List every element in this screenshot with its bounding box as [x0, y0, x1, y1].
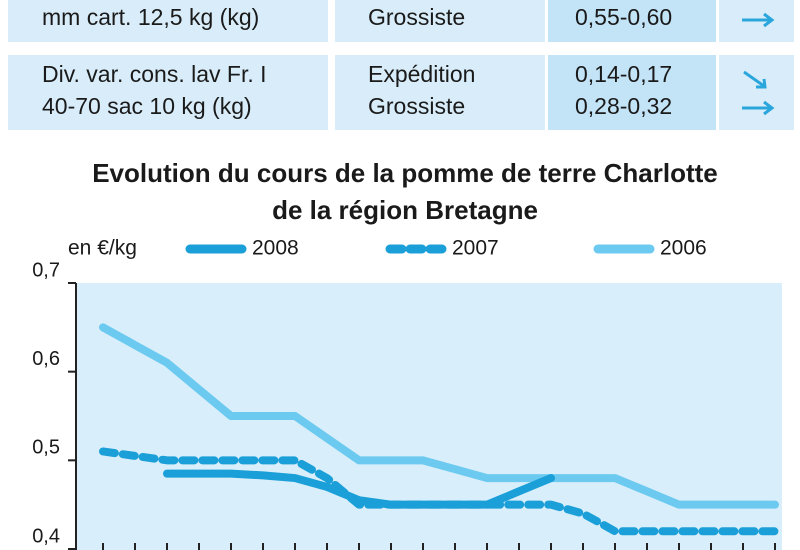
table-cell: mm cart. 12,5 kg (kg) — [42, 4, 259, 30]
table-cell-bg — [8, 0, 328, 42]
plot-area — [76, 283, 782, 550]
table-cell: Grossiste — [368, 4, 465, 30]
table-cell: 0,28-0,32 — [575, 93, 672, 119]
arrow-flat — [742, 12, 775, 28]
series-line — [99, 323, 779, 509]
table-cell: Expédition — [368, 61, 475, 87]
table-cell-bg — [719, 55, 794, 130]
table-cell-bg — [548, 0, 716, 42]
chart-title: Evolution du cours de la pomme de terre … — [92, 158, 718, 188]
trend-arrows — [742, 12, 775, 116]
table-cell: Grossiste — [368, 93, 465, 119]
series-line — [163, 469, 555, 509]
legend-label: 2007 — [452, 237, 499, 260]
y-axis-label: en €/kg — [68, 237, 137, 260]
table-cell-bg — [8, 55, 328, 130]
y-tick-label: 0,4 — [32, 525, 60, 547]
legend-label: 2006 — [660, 237, 707, 260]
table-cell: 0,55-0,60 — [575, 4, 672, 30]
table-cell: 40-70 sac 10 kg (kg) — [42, 93, 252, 119]
arrow-down — [743, 70, 767, 89]
y-tick-label: 0,7 — [32, 259, 60, 281]
y-tick-label: 0,5 — [32, 437, 60, 459]
table-cell: Div. var. cons. lav Fr. I — [42, 61, 267, 87]
table-cell: 0,14-0,17 — [575, 61, 672, 87]
table-cell-bg — [335, 55, 545, 130]
arrow-flat — [742, 100, 775, 116]
chart-title: de la région Bretagne — [272, 195, 538, 225]
legend-label: 2008 — [252, 237, 299, 260]
table-cell-bg — [335, 0, 545, 42]
table-cell-bg — [548, 55, 716, 130]
y-tick-label: 0,6 — [32, 348, 60, 370]
